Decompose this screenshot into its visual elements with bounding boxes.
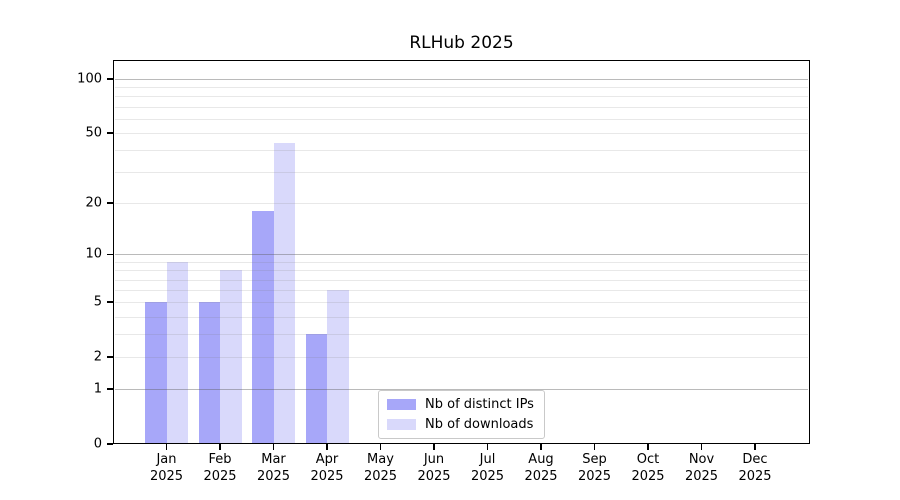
gridline-minor xyxy=(114,357,809,359)
gridline-minor xyxy=(114,150,809,152)
gridline-minor xyxy=(114,172,809,174)
gridline-minor xyxy=(114,334,809,336)
x-tick-mark xyxy=(272,444,275,450)
legend-swatch-nb-of-distinct-ips xyxy=(387,399,416,410)
gridline-minor xyxy=(114,106,809,108)
gridline-minor xyxy=(114,270,809,272)
y-tick-mark xyxy=(107,132,113,134)
x-tick-mark xyxy=(433,444,435,450)
y-tick-label: 5 xyxy=(93,294,102,310)
y-tick-mark xyxy=(107,356,113,358)
y-tick-label: 10 xyxy=(85,246,102,262)
x-tick-label: Apr 2025 xyxy=(310,452,344,484)
gridline-minor xyxy=(114,203,809,205)
legend: Nb of distinct IPs Nb of downloads xyxy=(378,390,545,439)
bar-nb-of-downloads-feb-2025 xyxy=(220,270,242,443)
legend-label: Nb of downloads xyxy=(425,417,534,432)
y-tick-mark xyxy=(107,443,113,445)
y-tick-label: 0 xyxy=(93,436,102,452)
y-tick-label: 50 xyxy=(85,125,102,141)
chart-title: RLHub 2025 xyxy=(409,33,514,53)
x-tick-mark xyxy=(540,444,542,450)
gridline-major xyxy=(114,389,809,391)
x-tick-label: Jul 2025 xyxy=(470,452,505,484)
bar-nb-of-distinct-ips-apr-2025 xyxy=(305,334,327,443)
legend-item-nb-of-downloads: Nb of downloads xyxy=(387,417,534,432)
y-tick-mark xyxy=(107,301,113,304)
gridline-minor xyxy=(114,316,809,318)
x-tick-mark xyxy=(326,444,328,450)
gridline-minor xyxy=(114,261,809,263)
y-tick-mark xyxy=(107,388,113,390)
legend-swatch-nb-of-downloads xyxy=(387,419,416,430)
gridline-minor xyxy=(114,302,809,304)
y-tick-label: 1 xyxy=(93,381,102,397)
gridline-minor xyxy=(114,87,809,89)
x-tick-label: Oct 2025 xyxy=(631,452,665,484)
x-tick-label: Jan 2025 xyxy=(149,452,184,484)
x-tick-mark xyxy=(754,444,756,450)
y-tick-label: 100 xyxy=(77,71,102,87)
bar-nb-of-downloads-mar-2025 xyxy=(273,142,295,443)
y-tick-label: 2 xyxy=(93,349,102,365)
legend-label: Nb of distinct IPs xyxy=(425,397,534,412)
y-tick-mark xyxy=(107,253,113,256)
x-tick-label: Mar 2025 xyxy=(256,452,291,484)
x-tick-mark xyxy=(379,444,382,450)
bar-nb-of-distinct-ips-jan-2025 xyxy=(145,302,167,443)
gridline-minor xyxy=(114,96,809,98)
y-tick-mark xyxy=(107,202,113,204)
gridline-minor xyxy=(114,118,809,120)
x-tick-label: Sep 2025 xyxy=(577,452,612,484)
gridline-minor xyxy=(114,279,809,281)
bar-nb-of-downloads-apr-2025 xyxy=(327,290,349,443)
gridline-major xyxy=(114,79,809,80)
x-tick-mark xyxy=(165,444,168,450)
x-tick-mark xyxy=(486,444,489,450)
x-tick-label: Aug 2025 xyxy=(524,452,558,484)
y-tick-mark xyxy=(107,78,113,80)
bar-nb-of-distinct-ips-feb-2025 xyxy=(198,302,220,443)
legend-item-nb-of-distinct-ips: Nb of distinct IPs xyxy=(387,397,534,412)
gridline-major xyxy=(114,254,809,256)
gridline-minor xyxy=(114,133,809,135)
bar-nb-of-distinct-ips-mar-2025 xyxy=(252,211,274,443)
x-tick-label: Jun 2025 xyxy=(417,452,451,484)
x-tick-label: May 2025 xyxy=(363,452,398,484)
x-tick-mark xyxy=(700,444,703,450)
x-tick-label: Feb 2025 xyxy=(203,452,237,484)
x-tick-mark xyxy=(219,444,221,450)
x-tick-mark xyxy=(647,444,649,450)
gridline-minor xyxy=(114,290,809,292)
x-tick-label: Nov 2025 xyxy=(684,452,719,484)
x-tick-label: Dec 2025 xyxy=(738,452,772,484)
x-tick-mark xyxy=(593,444,596,450)
y-tick-label: 20 xyxy=(85,195,102,211)
bar-nb-of-downloads-jan-2025 xyxy=(166,261,188,443)
